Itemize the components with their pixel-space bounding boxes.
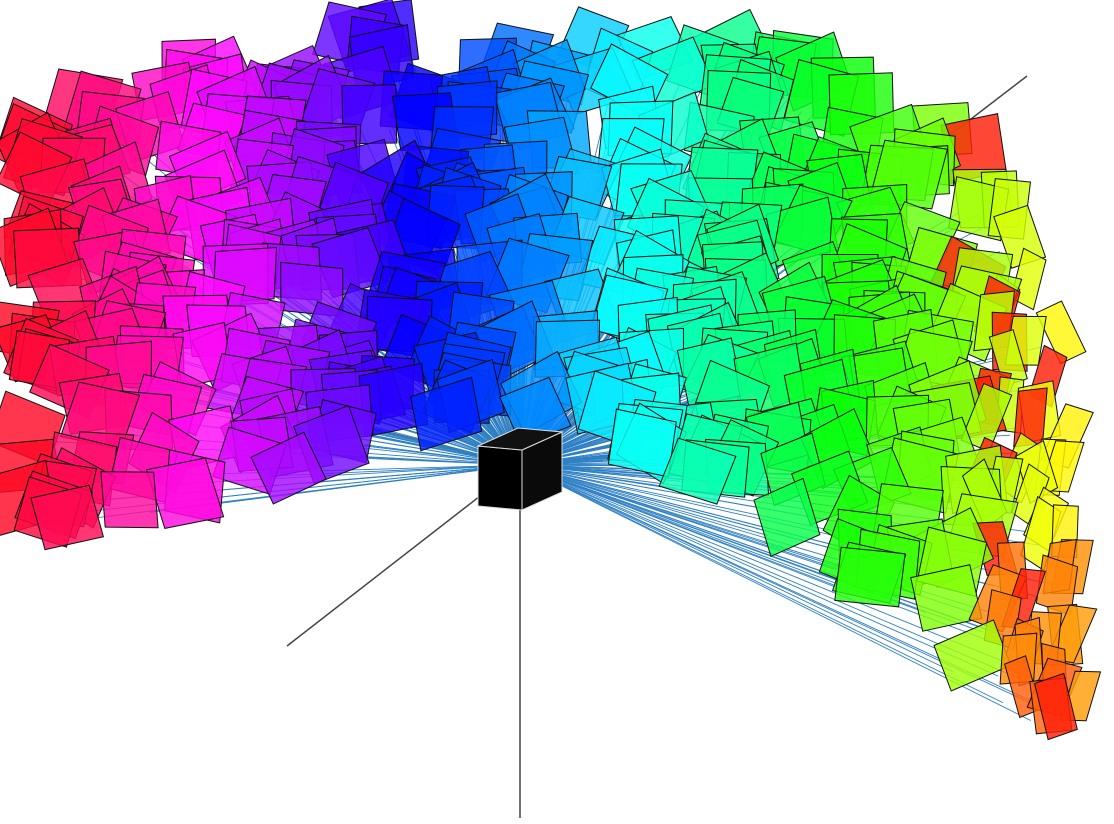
- tile: [1035, 300, 1087, 365]
- cube-face: [477, 445, 523, 511]
- ray: [519, 464, 881, 573]
- center-cube: [476, 427, 564, 511]
- tile: [100, 471, 159, 529]
- tile: [30, 484, 105, 551]
- tile: [658, 437, 737, 505]
- ray: [519, 464, 999, 677]
- tile: [250, 431, 327, 505]
- tile: [410, 376, 483, 452]
- tile: [145, 457, 225, 529]
- tile: [834, 546, 906, 608]
- ray: [519, 464, 851, 594]
- ray: [519, 464, 1031, 721]
- tile: [753, 477, 821, 557]
- tile: [988, 329, 1028, 387]
- ray: [519, 464, 1004, 704]
- tiles: [0, 0, 1102, 741]
- cube-face: [476, 427, 564, 451]
- ray: [519, 464, 954, 673]
- tile: [1034, 672, 1078, 741]
